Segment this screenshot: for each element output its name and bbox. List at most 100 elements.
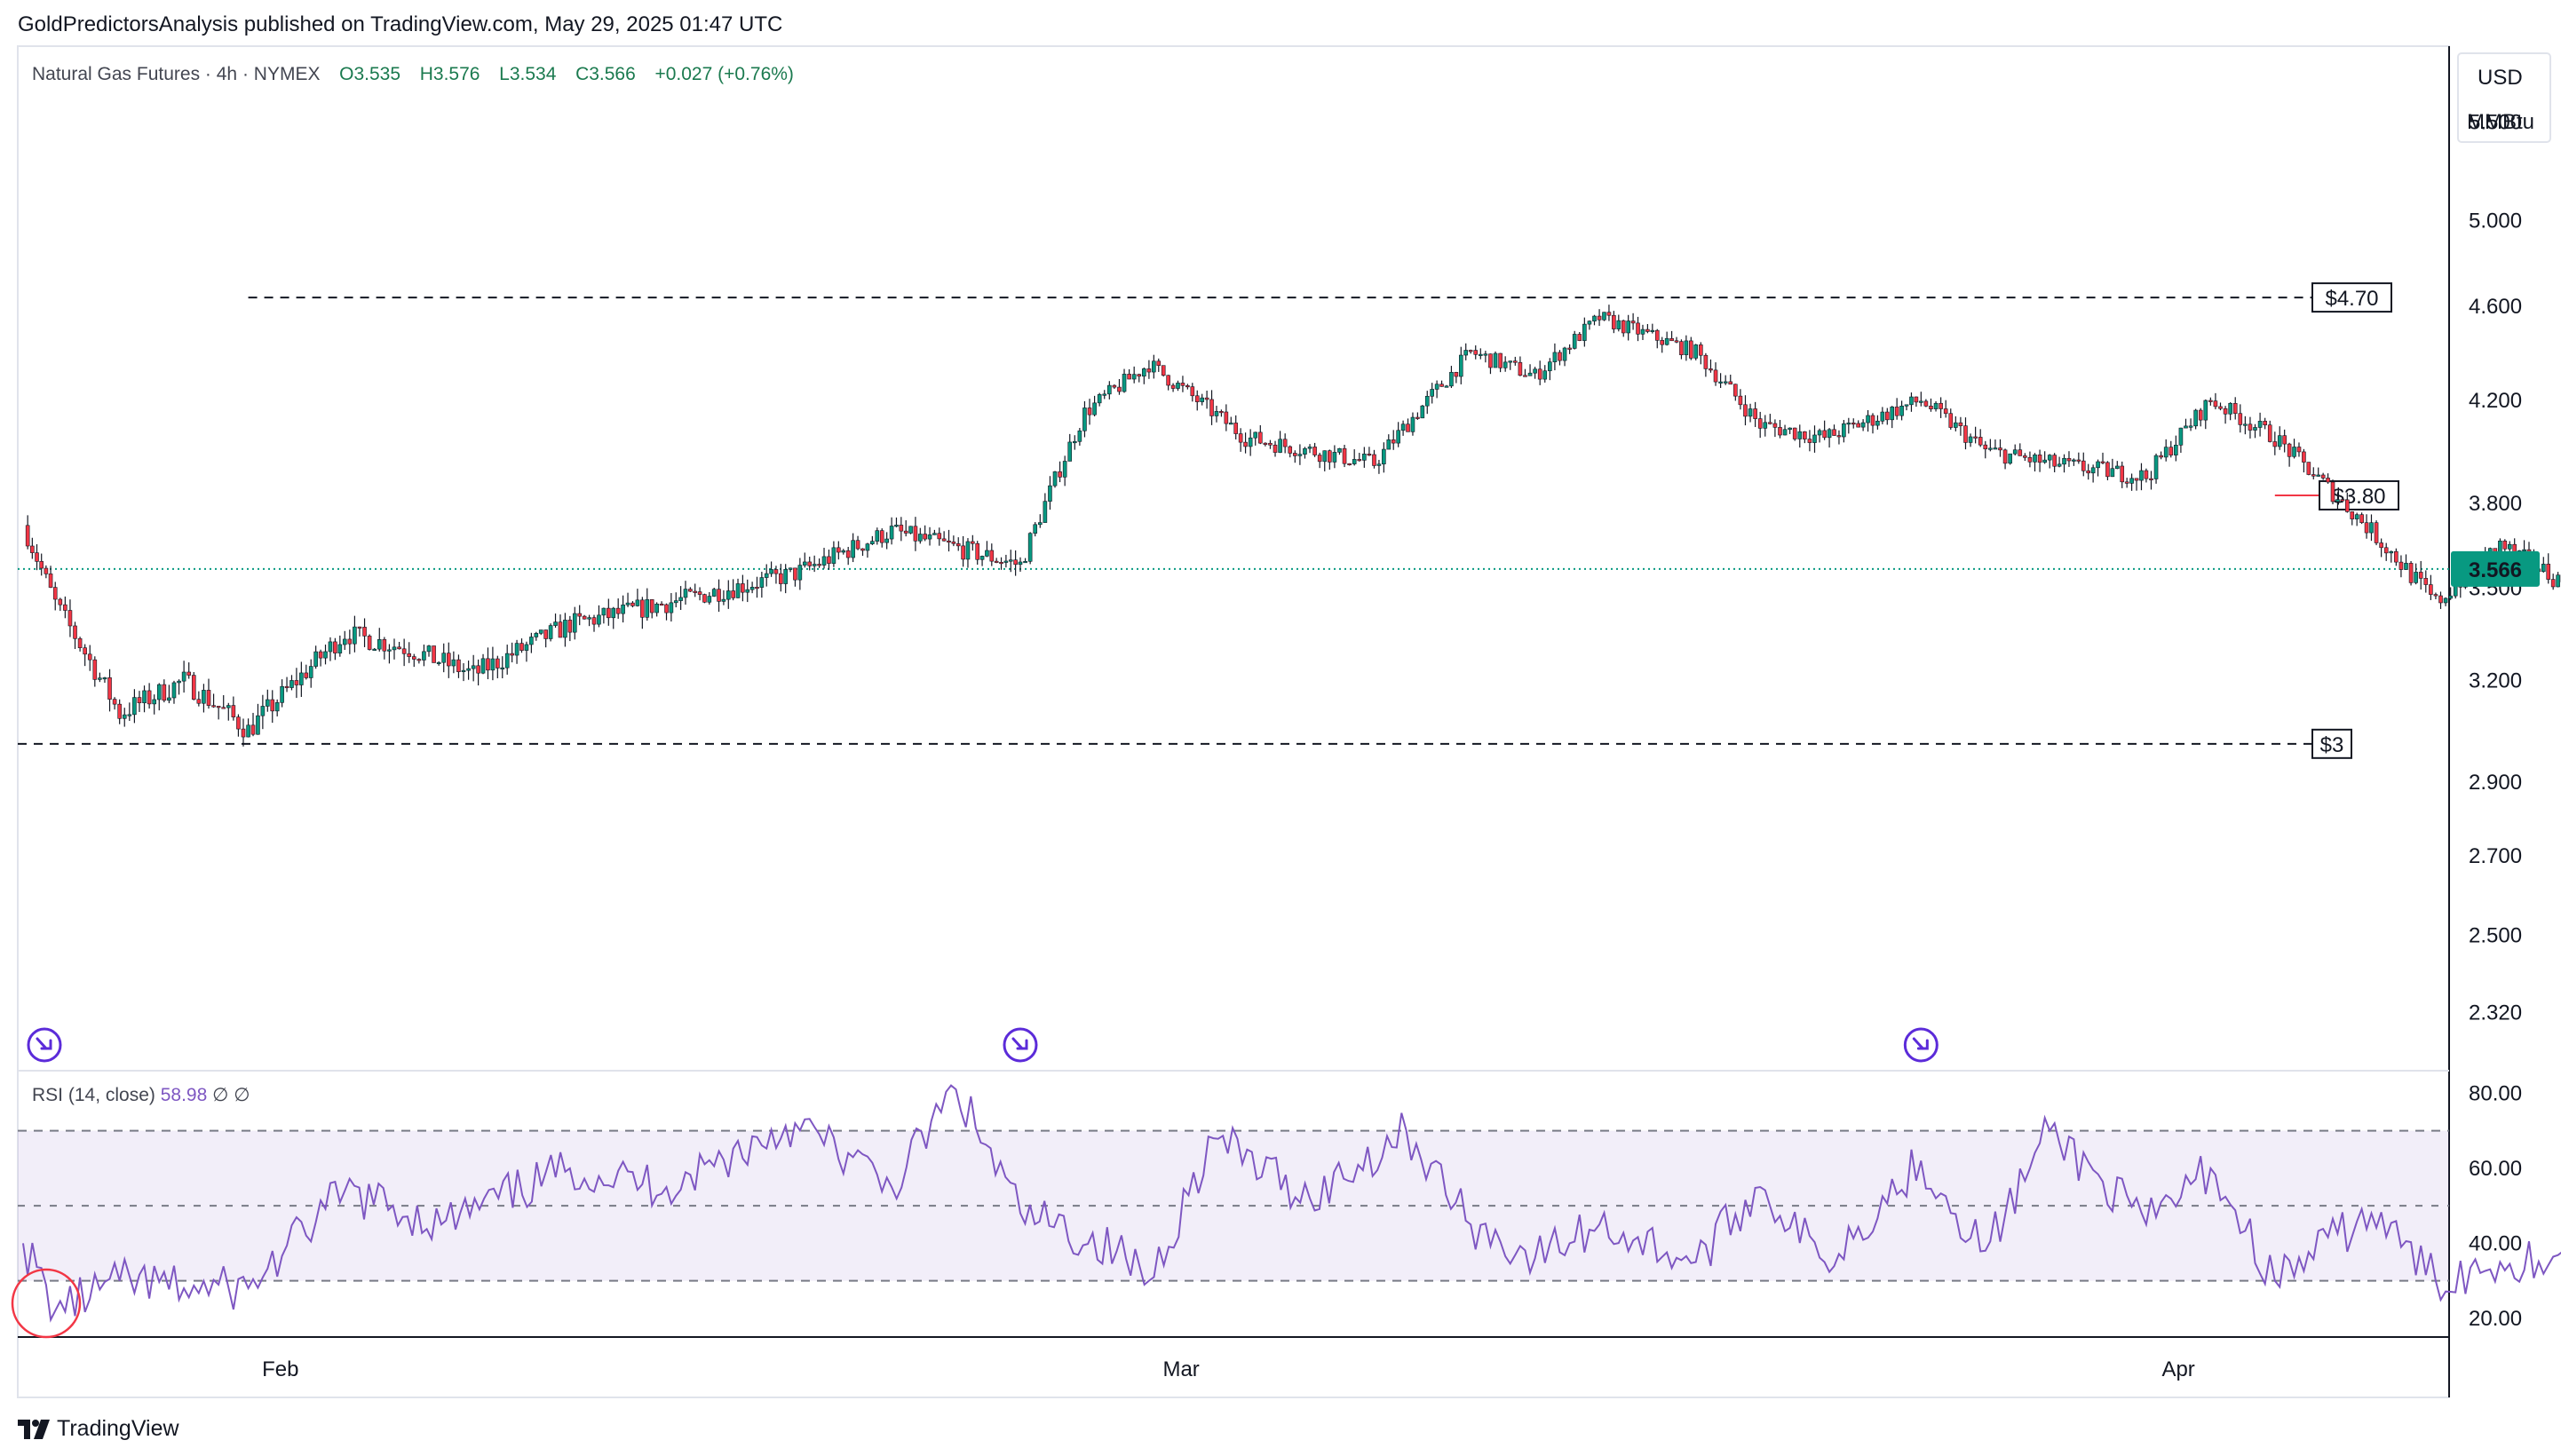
candle-body bbox=[504, 653, 510, 669]
candle-body bbox=[645, 599, 650, 618]
candle-body bbox=[1263, 442, 1268, 445]
candle-body bbox=[92, 659, 98, 680]
candle-body bbox=[1542, 370, 1548, 380]
candle-body bbox=[58, 598, 63, 605]
candle-body bbox=[446, 653, 451, 667]
candle-body bbox=[1684, 340, 1689, 356]
candle-body bbox=[2429, 584, 2433, 595]
arrow-signal-icon[interactable] bbox=[1003, 1027, 1038, 1063]
arrow-signal-icon[interactable] bbox=[1903, 1027, 1939, 1063]
candle-body bbox=[1630, 320, 1636, 324]
candle-body bbox=[563, 620, 567, 638]
candle-body bbox=[1391, 439, 1396, 444]
candle-body bbox=[1372, 454, 1376, 466]
candle-body bbox=[621, 605, 625, 614]
candle-body bbox=[611, 607, 616, 619]
candle-body bbox=[392, 646, 397, 651]
symbol-legend: Natural Gas Futures · 4h · NYMEX O3.535 … bbox=[32, 64, 794, 84]
candle-body bbox=[216, 706, 221, 708]
candle-body bbox=[923, 534, 927, 540]
unit-label-usd: USD bbox=[2478, 66, 2523, 90]
candle-body bbox=[226, 705, 231, 708]
candle-body bbox=[2374, 522, 2379, 543]
candle-body bbox=[471, 665, 476, 669]
candle-body bbox=[1645, 328, 1650, 332]
candle-body bbox=[2033, 454, 2037, 463]
candle-body bbox=[1027, 533, 1033, 562]
candle-body bbox=[1654, 329, 1660, 341]
candle-body bbox=[2248, 423, 2253, 431]
interval-label[interactable]: 4h bbox=[216, 64, 238, 84]
candle-body bbox=[490, 658, 496, 671]
candle-body bbox=[1444, 385, 1449, 388]
candle-body bbox=[1508, 360, 1513, 363]
publisher-header: GoldPredictorsAnalysis published on Trad… bbox=[18, 12, 783, 36]
candle-body bbox=[1807, 439, 1812, 443]
footer-brand[interactable]: TradingView bbox=[18, 1416, 179, 1442]
candle-body bbox=[1454, 372, 1459, 377]
candle-body bbox=[1013, 559, 1018, 566]
candle-body bbox=[1194, 395, 1200, 402]
candle-body bbox=[1082, 408, 1087, 431]
candle-body bbox=[1923, 400, 1929, 407]
rsi-extra-1: ∅ bbox=[212, 1085, 229, 1105]
candle-body bbox=[284, 685, 289, 689]
candle-body bbox=[2002, 449, 2008, 464]
signal-markers[interactable] bbox=[27, 1027, 2561, 1063]
candle-body bbox=[1788, 427, 1792, 431]
candle-body bbox=[845, 550, 851, 558]
high-value: H3.576 bbox=[419, 64, 480, 84]
price-tick-label: 2.320 bbox=[2469, 1001, 2522, 1025]
candle-body bbox=[1664, 337, 1669, 345]
candle-body bbox=[2072, 459, 2076, 462]
candle-body bbox=[2018, 449, 2023, 456]
last-price-label: 3.566 bbox=[2469, 558, 2522, 582]
candle-body bbox=[640, 599, 645, 618]
candle-body bbox=[367, 636, 372, 650]
candle-body bbox=[1328, 450, 1332, 463]
candle-body bbox=[769, 569, 773, 574]
candle-body bbox=[514, 643, 519, 656]
candle-body bbox=[1968, 436, 1973, 443]
level-label-box bbox=[2311, 282, 2392, 313]
candle-body bbox=[102, 677, 107, 680]
candle-body bbox=[971, 541, 975, 544]
candle-body bbox=[2438, 595, 2443, 604]
candle-body bbox=[932, 533, 937, 535]
candle-body bbox=[2052, 455, 2057, 467]
candle-body bbox=[812, 564, 817, 566]
candle-body bbox=[1562, 347, 1567, 361]
candle-body bbox=[2213, 400, 2218, 408]
candle-body bbox=[2354, 514, 2359, 519]
candle-body bbox=[1548, 361, 1552, 372]
candle-body bbox=[1102, 393, 1107, 396]
footer-brand-text: TradingView bbox=[57, 1416, 179, 1441]
open-value: O3.535 bbox=[339, 64, 401, 84]
candle-body bbox=[836, 547, 841, 553]
candle-body bbox=[63, 604, 67, 611]
candle-body bbox=[1410, 416, 1415, 432]
candle-body bbox=[318, 651, 323, 659]
rsi-name[interactable]: RSI (14, close) bbox=[32, 1085, 155, 1105]
candle-body bbox=[2047, 455, 2052, 461]
candle-body bbox=[2389, 550, 2394, 554]
candle-body bbox=[951, 542, 956, 544]
candle-body bbox=[496, 658, 500, 669]
arrow-signal-icon[interactable] bbox=[27, 1027, 62, 1063]
candle-body bbox=[2272, 441, 2278, 447]
candle-body bbox=[2292, 447, 2296, 457]
candle-body bbox=[30, 545, 35, 553]
candle-body bbox=[2218, 406, 2223, 409]
candle-body bbox=[721, 598, 726, 602]
candle-body bbox=[266, 699, 270, 707]
candle-body bbox=[397, 646, 401, 650]
candle-body bbox=[1185, 385, 1190, 388]
candle-body bbox=[1107, 384, 1112, 395]
candle-body bbox=[817, 564, 821, 566]
candle-body bbox=[1137, 374, 1142, 377]
candle-body bbox=[975, 542, 979, 560]
symbol-name[interactable]: Natural Gas Futures bbox=[32, 64, 201, 84]
candle-body bbox=[1983, 444, 1988, 450]
candle-body bbox=[1640, 328, 1645, 335]
